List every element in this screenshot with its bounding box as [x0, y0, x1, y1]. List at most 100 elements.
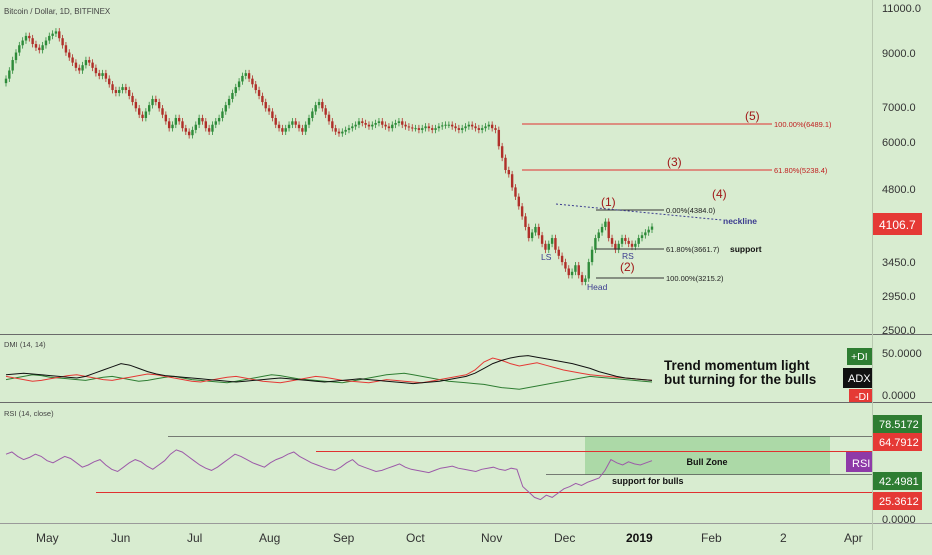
candle-body	[124, 87, 128, 91]
wave-label-4: (4)	[712, 187, 727, 201]
rsi-tick: 0.0000	[882, 514, 916, 526]
candle-body	[224, 105, 227, 112]
candle-body	[597, 232, 600, 239]
candle-body	[4, 78, 8, 84]
candle-body	[534, 226, 537, 233]
candle-body	[8, 70, 11, 79]
candle-body	[41, 45, 44, 51]
candle-body	[644, 232, 647, 236]
pattern-label-ls: LS	[541, 252, 552, 262]
candle-body	[51, 33, 54, 36]
candle-body	[254, 84, 257, 91]
plus-di-badge	[847, 348, 872, 365]
bull-zone-box[interactable]	[585, 436, 830, 475]
candle-body	[520, 206, 524, 217]
candle-body	[24, 35, 28, 41]
candle-body	[411, 127, 414, 129]
candle-body	[34, 44, 38, 48]
candle-body	[257, 90, 261, 96]
price-tick: 9000.0	[882, 48, 916, 60]
candle-body	[141, 114, 144, 119]
candle-body	[434, 128, 437, 130]
candle-body	[104, 73, 108, 79]
candle-body	[397, 121, 401, 124]
candle-body	[191, 129, 194, 136]
candle-body	[241, 75, 244, 82]
candle-body	[540, 235, 544, 244]
time-tick: Sep	[333, 531, 355, 545]
dmi-annotation-line-1: Trend momentum light	[664, 358, 810, 373]
candle-body	[484, 126, 487, 129]
candle-body	[234, 87, 237, 93]
candle-body	[324, 108, 327, 115]
candle-body	[108, 78, 111, 85]
candle-body	[544, 243, 547, 250]
time-tick: Nov	[481, 531, 502, 545]
candle-body	[284, 128, 287, 132]
candle-body	[357, 121, 361, 125]
candle-body	[217, 118, 221, 122]
candle-body	[264, 102, 267, 109]
candle-body	[167, 121, 171, 129]
price-tick: 7000.0	[882, 102, 916, 114]
candle-body	[207, 128, 211, 132]
time-tick: Oct	[406, 531, 425, 545]
candle-body	[634, 243, 637, 247]
candle-body	[271, 111, 274, 119]
candle-body	[570, 271, 574, 276]
candle-body	[614, 243, 617, 250]
candle-body	[490, 124, 494, 129]
candle-body	[500, 146, 504, 158]
candle-body	[251, 78, 254, 85]
candle-body	[627, 240, 630, 244]
price-pane[interactable]: Bitcoin / Dollar, 1D, BITFINEX 100.00%(6…	[4, 3, 922, 337]
candle-body	[58, 31, 61, 39]
time-tick: 2019	[626, 531, 653, 545]
candle-body	[277, 124, 281, 129]
fib-label-6489: 100.00%(6489.1)	[774, 120, 832, 129]
candle-body	[28, 35, 31, 39]
time-axis[interactable]: May Jun Jul Aug Sep Oct Nov Dec 2019 Feb…	[36, 531, 863, 545]
candle-body	[524, 216, 527, 227]
rsi-badge	[846, 452, 872, 472]
time-tick: Feb	[701, 531, 722, 545]
rsi-level-label: 78.5172	[879, 419, 919, 431]
dmi-pane[interactable]: DMI (14, 14) Trend momentum light but tu…	[4, 340, 922, 403]
pattern-label-rs: RS	[622, 251, 634, 261]
time-tick: Aug	[259, 531, 280, 545]
candle-body	[101, 73, 104, 76]
candle-body	[640, 235, 644, 239]
candle-body	[417, 128, 421, 130]
candle-body	[157, 102, 161, 109]
time-tick: Jun	[111, 531, 130, 545]
adx-badge-label: ADX	[848, 373, 871, 385]
candle-body	[381, 121, 384, 125]
candle-body	[510, 174, 514, 188]
candle-body	[467, 124, 471, 127]
rsi-badge-label: RSI	[852, 458, 870, 470]
candle-body	[454, 126, 457, 129]
time-tick: May	[36, 531, 59, 545]
rsi-level-badge-64	[873, 433, 922, 451]
fib-label-4384: 0.00%(4384.0)	[666, 206, 716, 215]
candle-body	[294, 121, 297, 125]
price-axis[interactable]: 11000.0 9000.0 7000.0 6000.0 4800.0 3450…	[873, 3, 922, 337]
dmi-adx-line	[5, 355, 653, 385]
candle-body	[81, 65, 84, 71]
candle-body	[187, 131, 191, 136]
candle-body	[567, 268, 570, 276]
candle-body	[431, 128, 434, 130]
last-price-badge	[873, 213, 922, 235]
candle-body	[247, 73, 251, 79]
candle-body	[494, 128, 497, 130]
candle-body	[341, 131, 344, 134]
wave-label-3: (3)	[667, 155, 682, 169]
candle-body	[504, 157, 507, 171]
candle-body	[91, 62, 94, 68]
candle-body	[151, 98, 154, 106]
candle-body	[514, 187, 517, 197]
rsi-pane[interactable]: RSI (14, close) Bull Zone support for bu…	[4, 409, 922, 526]
candle-body	[121, 87, 124, 91]
